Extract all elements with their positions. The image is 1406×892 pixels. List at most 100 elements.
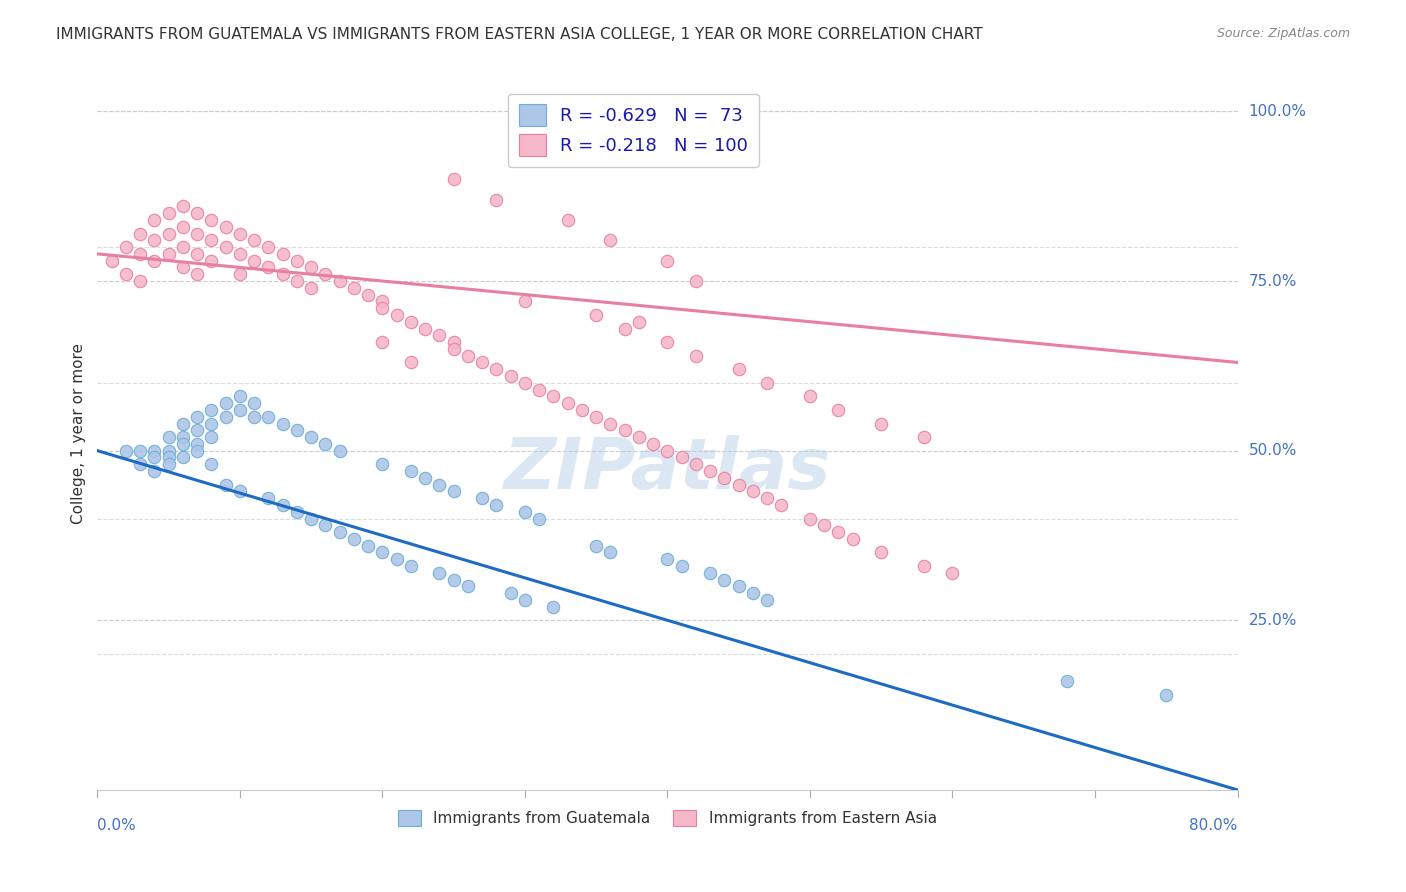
Point [713, 573, 735, 587]
Text: IMMIGRANTS FROM GUATEMALA VS IMMIGRANTS FROM EASTERN ASIA COLLEGE, 1 YEAR OR MOR: IMMIGRANTS FROM GUATEMALA VS IMMIGRANTS … [56, 27, 983, 42]
Point [200, 213, 222, 227]
Text: 25.0%: 25.0% [1249, 613, 1296, 628]
Point [229, 484, 252, 499]
Point [557, 396, 579, 410]
Point [727, 362, 749, 376]
Point [186, 227, 208, 241]
Point [243, 233, 266, 247]
Point [657, 443, 679, 458]
Point [443, 334, 465, 349]
Point [671, 450, 693, 465]
Point [329, 443, 352, 458]
Point [200, 403, 222, 417]
Point [613, 321, 636, 335]
Point [271, 267, 294, 281]
Point [699, 464, 721, 478]
Point [399, 559, 422, 574]
Point [827, 524, 849, 539]
Point [285, 253, 308, 268]
Point [143, 450, 166, 465]
Point [699, 566, 721, 580]
Point [285, 423, 308, 437]
Point [429, 566, 451, 580]
Point [770, 498, 793, 512]
Point [457, 349, 479, 363]
Point [172, 417, 194, 431]
Point [371, 545, 394, 559]
Point [157, 430, 180, 444]
Point [742, 586, 765, 600]
Point [343, 281, 366, 295]
Point [172, 219, 194, 234]
Point [200, 457, 222, 471]
Point [257, 240, 280, 254]
Point [941, 566, 963, 580]
Point [172, 430, 194, 444]
Point [299, 281, 322, 295]
Point [200, 233, 222, 247]
Point [243, 396, 266, 410]
Point [371, 334, 394, 349]
Point [429, 328, 451, 343]
Legend: Immigrants from Guatemala, Immigrants from Eastern Asia: Immigrants from Guatemala, Immigrants fr… [392, 804, 943, 832]
Point [399, 464, 422, 478]
Point [1056, 674, 1078, 689]
Point [371, 301, 394, 315]
Point [399, 355, 422, 369]
Point [443, 172, 465, 186]
Point [627, 315, 650, 329]
Point [172, 240, 194, 254]
Point [314, 437, 336, 451]
Point [471, 491, 494, 505]
Point [257, 409, 280, 424]
Point [229, 403, 252, 417]
Point [186, 437, 208, 451]
Point [285, 505, 308, 519]
Point [870, 417, 893, 431]
Point [129, 457, 152, 471]
Point [271, 247, 294, 261]
Point [485, 498, 508, 512]
Point [485, 362, 508, 376]
Point [727, 477, 749, 491]
Point [870, 545, 893, 559]
Point [143, 253, 166, 268]
Point [157, 450, 180, 465]
Point [527, 383, 550, 397]
Point [157, 206, 180, 220]
Point [499, 369, 522, 384]
Point [513, 376, 536, 390]
Point [443, 484, 465, 499]
Point [543, 599, 565, 614]
Point [343, 532, 366, 546]
Point [643, 437, 665, 451]
Point [200, 417, 222, 431]
Point [229, 227, 252, 241]
Point [912, 559, 935, 574]
Point [513, 593, 536, 607]
Point [357, 287, 380, 301]
Point [257, 260, 280, 275]
Point [385, 552, 408, 566]
Point [399, 315, 422, 329]
Point [329, 274, 352, 288]
Point [756, 376, 779, 390]
Point [186, 247, 208, 261]
Text: ZIPatlas: ZIPatlas [503, 434, 831, 504]
Point [571, 403, 593, 417]
Point [214, 477, 236, 491]
Point [371, 457, 394, 471]
Point [243, 409, 266, 424]
Point [713, 471, 735, 485]
Point [813, 518, 835, 533]
Point [157, 247, 180, 261]
Point [271, 498, 294, 512]
Point [186, 409, 208, 424]
Point [471, 355, 494, 369]
Point [299, 260, 322, 275]
Point [329, 524, 352, 539]
Point [229, 389, 252, 403]
Point [799, 511, 821, 525]
Point [457, 579, 479, 593]
Point [841, 532, 863, 546]
